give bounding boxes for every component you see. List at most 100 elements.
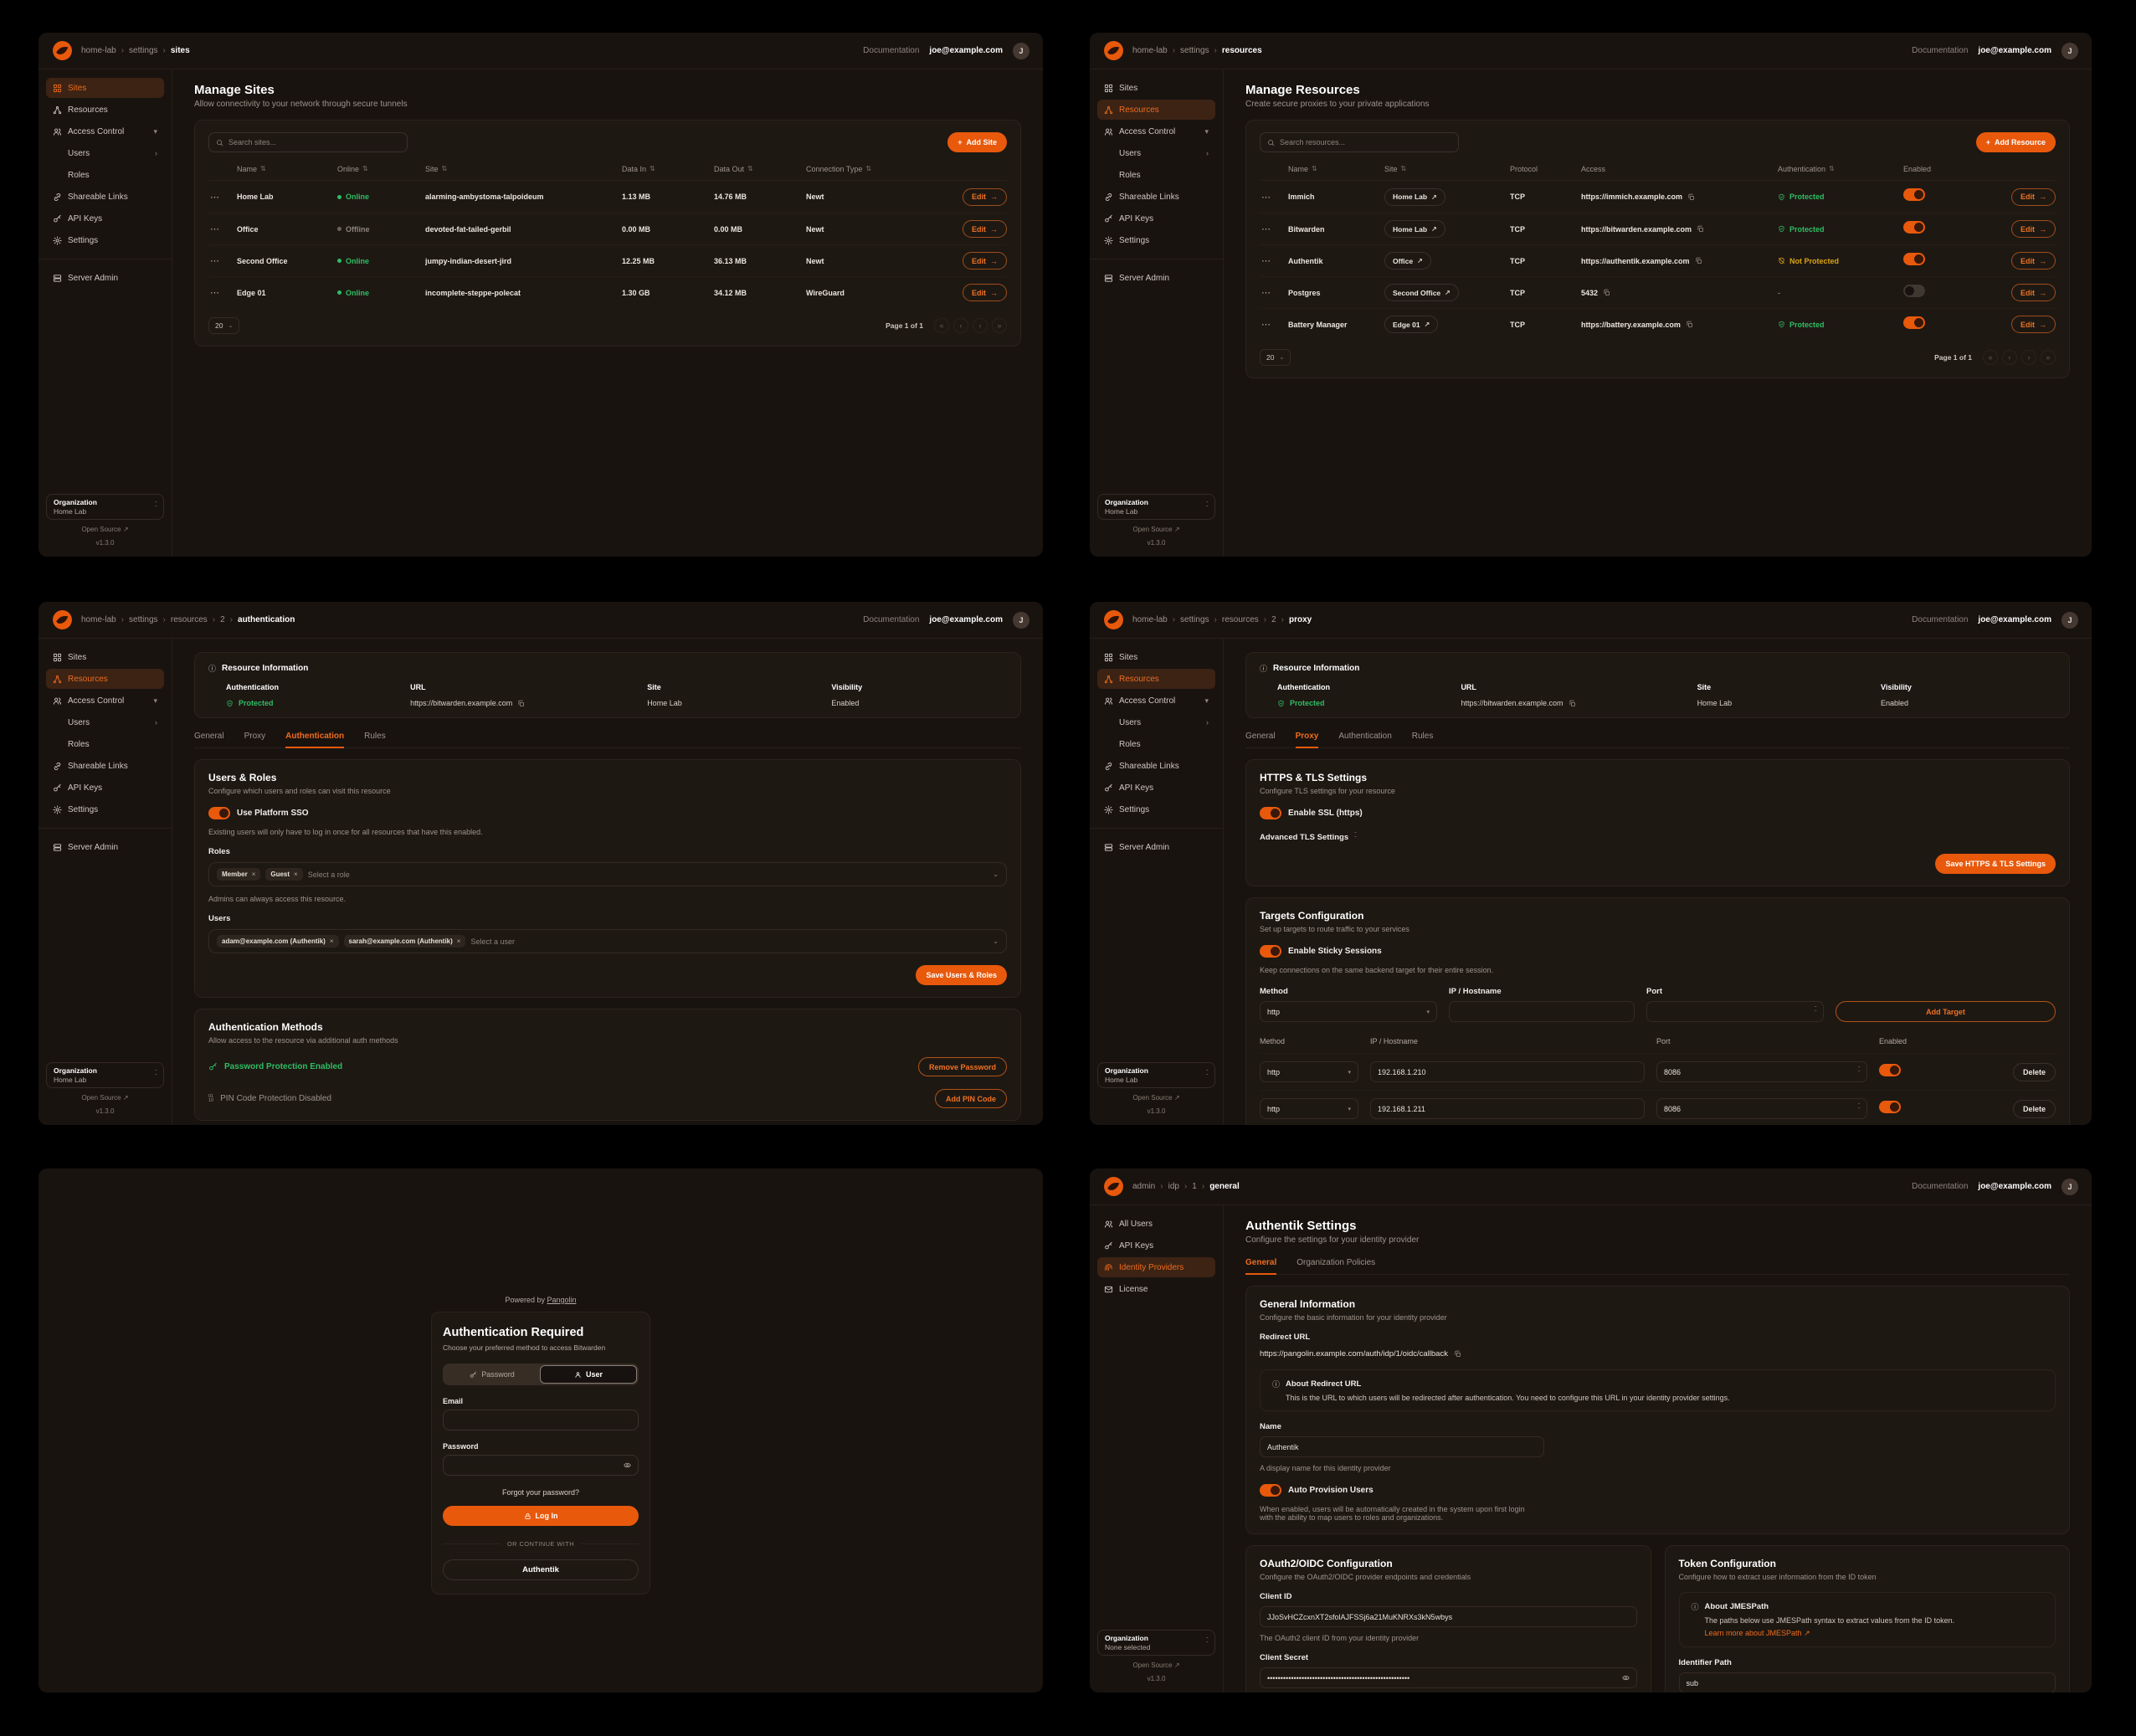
save-users-roles-button[interactable]: Save Users & Roles bbox=[916, 965, 1007, 985]
port-input[interactable]: ˆˇ bbox=[1656, 1061, 1867, 1082]
tab-password[interactable]: Password bbox=[444, 1365, 540, 1384]
sidebar-item-shareable-links[interactable]: Shareable Links bbox=[1097, 756, 1215, 776]
avatar[interactable]: J bbox=[2062, 42, 2078, 59]
breadcrumb-item[interactable]: home-lab bbox=[1132, 615, 1168, 624]
sidebar-item-roles[interactable]: Roles bbox=[68, 170, 90, 180]
sidebar-item-resources[interactable]: Resources bbox=[1097, 669, 1215, 689]
user-chip[interactable]: sarah@example.com (Authentik) × bbox=[343, 935, 466, 948]
sidebar-item-sites[interactable]: Sites bbox=[1097, 647, 1215, 667]
client-secret-field[interactable] bbox=[1260, 1667, 1637, 1688]
user-chip[interactable]: adam@example.com (Authentik) × bbox=[217, 935, 339, 948]
breadcrumb-item[interactable]: 1 bbox=[1192, 1182, 1197, 1191]
first-page-button[interactable]: « bbox=[934, 318, 949, 333]
method-select[interactable]: http ▾ bbox=[1260, 1001, 1437, 1022]
enabled-toggle[interactable] bbox=[1903, 220, 1925, 234]
sidebar-item-server-admin[interactable]: Server Admin bbox=[1097, 268, 1215, 288]
login-button[interactable]: Log In bbox=[443, 1506, 639, 1526]
documentation-link[interactable]: Documentation bbox=[1912, 46, 1969, 55]
target-enabled-toggle[interactable] bbox=[1879, 1100, 1901, 1113]
edit-button[interactable]: Edit → bbox=[2011, 220, 2056, 238]
jmespath-learn-more-link[interactable]: Learn more about JMESPath bbox=[1704, 1629, 1802, 1637]
tab-general[interactable]: General bbox=[1245, 732, 1276, 741]
sidebar-item-settings[interactable]: Settings bbox=[46, 230, 164, 250]
breadcrumb-item[interactable]: settings bbox=[1180, 46, 1209, 55]
edit-button[interactable]: Edit → bbox=[2011, 316, 2056, 333]
access-url[interactable]: 5432 bbox=[1581, 288, 1599, 297]
site-link[interactable]: Office ↗ bbox=[1384, 252, 1431, 270]
access-url[interactable]: https://bitwarden.example.com bbox=[1581, 224, 1692, 234]
breadcrumb-item[interactable]: resources bbox=[170, 615, 208, 624]
add-resource-button[interactable]: + Add Resource bbox=[1975, 132, 2056, 152]
port-input[interactable]: ˆˇ bbox=[1656, 1098, 1867, 1119]
sidebar-item-users[interactable]: Users › bbox=[68, 148, 157, 158]
sidebar-item-api-keys[interactable]: API Keys bbox=[46, 208, 164, 229]
open-source-link[interactable]: Open Source bbox=[1132, 526, 1173, 533]
row-menu-button[interactable]: ⋯ bbox=[1260, 287, 1288, 298]
sidebar-item-api-keys[interactable]: API Keys bbox=[1097, 208, 1215, 229]
sidebar-item-server-admin[interactable]: Server Admin bbox=[1097, 837, 1215, 857]
sidebar-item-identity-providers[interactable]: Identity Providers bbox=[1097, 1257, 1215, 1277]
sidebar-item-shareable-links[interactable]: Shareable Links bbox=[46, 756, 164, 776]
password-field[interactable] bbox=[443, 1455, 639, 1476]
tab-rules[interactable]: Rules bbox=[1411, 732, 1434, 741]
sidebar-item-resources[interactable]: Resources bbox=[1097, 100, 1215, 120]
sidebar-item-sites[interactable]: Sites bbox=[46, 78, 164, 98]
users-select[interactable]: adam@example.com (Authentik) × sarah@exam… bbox=[208, 929, 1007, 953]
edit-button[interactable]: Edit → bbox=[2011, 187, 2056, 206]
sidebar-item-roles[interactable]: Roles bbox=[1119, 739, 1141, 749]
last-page-button[interactable]: » bbox=[992, 318, 1007, 333]
copy-icon[interactable] bbox=[1697, 225, 1704, 233]
search-input[interactable] bbox=[1260, 132, 1459, 152]
page-size-select[interactable]: 20 ⌄ bbox=[1260, 349, 1291, 366]
sidebar-item-sites[interactable]: Sites bbox=[46, 647, 164, 667]
breadcrumb-item[interactable]: settings bbox=[129, 615, 158, 624]
breadcrumb-item[interactable]: home-lab bbox=[1132, 46, 1168, 55]
auto-provision-toggle[interactable] bbox=[1260, 1484, 1281, 1497]
add-site-button[interactable]: + Add Site bbox=[947, 132, 1007, 152]
sidebar-item-settings[interactable]: Settings bbox=[1097, 230, 1215, 250]
edit-button[interactable]: Edit → bbox=[963, 252, 1007, 270]
sidebar-item-all-users[interactable]: All Users bbox=[1097, 1214, 1215, 1234]
access-url[interactable]: https://battery.example.com bbox=[1581, 320, 1681, 329]
row-menu-button[interactable]: ⋯ bbox=[1260, 319, 1288, 330]
remove-password-button[interactable]: Remove Password bbox=[917, 1057, 1007, 1076]
edit-button[interactable]: Edit → bbox=[2011, 284, 2056, 301]
breadcrumb-item[interactable]: general bbox=[1209, 1182, 1240, 1191]
tab-proxy[interactable]: Proxy bbox=[1295, 732, 1318, 748]
identifier-path-field[interactable] bbox=[1678, 1672, 2056, 1692]
site-link[interactable]: Home Lab ↗ bbox=[1384, 187, 1445, 206]
row-menu-button[interactable]: ⋯ bbox=[208, 192, 237, 203]
documentation-link[interactable]: Documentation bbox=[863, 615, 920, 624]
row-menu-button[interactable]: ⋯ bbox=[208, 287, 237, 298]
sidebar-item-resources[interactable]: Resources bbox=[46, 669, 164, 689]
sidebar-item-server-admin[interactable]: Server Admin bbox=[46, 837, 164, 857]
sidebar-item-users[interactable]: Users › bbox=[1119, 717, 1209, 727]
sidebar-item-access-control[interactable]: Access Control ▾ bbox=[1097, 121, 1215, 141]
next-page-button[interactable]: › bbox=[973, 318, 988, 333]
breadcrumb-item[interactable]: home-lab bbox=[81, 615, 116, 624]
copy-icon[interactable] bbox=[517, 700, 525, 707]
sidebar-item-access-control[interactable]: Access Control ▾ bbox=[1097, 691, 1215, 711]
last-page-button[interactable]: » bbox=[2041, 350, 2056, 365]
breadcrumb-item[interactable]: settings bbox=[1180, 615, 1209, 624]
row-menu-button[interactable]: ⋯ bbox=[1260, 192, 1288, 203]
page-size-select[interactable]: 20 ⌄ bbox=[208, 317, 240, 334]
delete-target-button[interactable]: Delete bbox=[2012, 1099, 2056, 1118]
sidebar-item-api-keys[interactable]: API Keys bbox=[1097, 1235, 1215, 1256]
open-source-link[interactable]: Open Source bbox=[1132, 1094, 1173, 1102]
advanced-tls-settings-toggle[interactable]: Advanced TLS Settings ˆ ˇ bbox=[1260, 832, 1357, 842]
role-chip[interactable]: Member × bbox=[217, 868, 261, 881]
ip-hostname-input[interactable] bbox=[1370, 1098, 1645, 1119]
access-url[interactable]: https://immich.example.com bbox=[1581, 193, 1683, 201]
breadcrumb-item[interactable]: admin bbox=[1132, 1182, 1156, 1191]
method-select[interactable]: http ▾ bbox=[1260, 1061, 1358, 1082]
ip-hostname-input[interactable] bbox=[1449, 1001, 1635, 1022]
sidebar-item-sites[interactable]: Sites bbox=[1097, 78, 1215, 98]
breadcrumb-item[interactable]: sites bbox=[170, 46, 190, 55]
avatar[interactable]: J bbox=[2062, 611, 2078, 629]
documentation-link[interactable]: Documentation bbox=[863, 46, 920, 55]
